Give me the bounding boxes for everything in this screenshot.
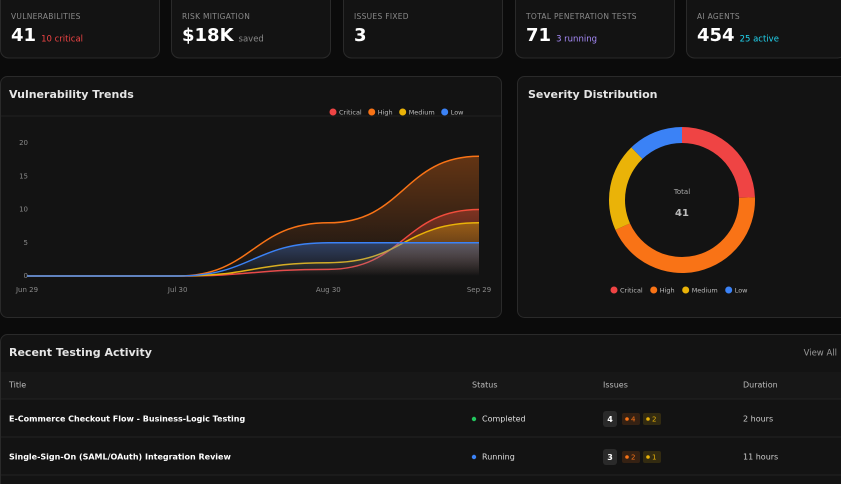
stat-note: 3 running bbox=[556, 35, 597, 45]
y-tick-label: 0 bbox=[24, 272, 28, 280]
stat-value: 41 bbox=[11, 25, 36, 46]
y-tick-label: 5 bbox=[24, 239, 28, 247]
stat-value: 454 bbox=[697, 25, 735, 46]
legend-swatch bbox=[399, 108, 407, 116]
donut-segment bbox=[682, 127, 755, 198]
panel-title: Recent Testing Activity bbox=[9, 346, 152, 359]
legend-swatch bbox=[650, 286, 658, 294]
center-label: Total bbox=[673, 188, 690, 196]
center-value: 41 bbox=[675, 208, 689, 219]
legend-label: High bbox=[378, 109, 393, 117]
donut-segment bbox=[631, 127, 682, 159]
duration: 11 hours bbox=[743, 453, 778, 462]
severity-panel bbox=[517, 76, 841, 318]
legend-label: High bbox=[660, 287, 675, 295]
panel-title: Vulnerability Trends bbox=[9, 88, 134, 101]
x-tick-label: Aug 30 bbox=[316, 286, 341, 294]
issue-count: 3 bbox=[607, 453, 613, 462]
stat-value: 71 bbox=[526, 25, 551, 46]
severity-count: 4 bbox=[631, 416, 636, 424]
severity-badge bbox=[643, 413, 661, 425]
column-header: Duration bbox=[743, 381, 778, 390]
severity-dot bbox=[646, 417, 650, 421]
x-tick-label: Sep 29 bbox=[467, 286, 491, 294]
row-title[interactable]: Single-Sign-On (SAML/OAuth) Integration … bbox=[9, 453, 231, 462]
legend-swatch bbox=[368, 108, 376, 116]
issue-count: 4 bbox=[607, 415, 613, 424]
legend-label: Medium bbox=[692, 287, 718, 295]
stat-label: AI AGENTS bbox=[697, 12, 740, 21]
severity-badge bbox=[622, 413, 640, 425]
legend-swatch bbox=[725, 286, 733, 294]
y-tick-label: 10 bbox=[19, 206, 28, 214]
stat-note: 25 active bbox=[740, 35, 779, 45]
stat-label: RISK MITIGATION bbox=[182, 12, 250, 21]
legend-label: Medium bbox=[409, 109, 435, 117]
legend-swatch bbox=[610, 286, 618, 294]
issue-count-badge bbox=[603, 411, 617, 427]
donut-segment bbox=[609, 147, 643, 230]
panel-title: Severity Distribution bbox=[528, 88, 658, 101]
stat-card bbox=[343, 0, 503, 59]
duration: 2 hours bbox=[743, 415, 773, 424]
severity-badge bbox=[643, 451, 661, 463]
stat-card bbox=[171, 0, 331, 59]
stat-label: VULNERABILITIES bbox=[11, 12, 81, 21]
status: Running bbox=[482, 453, 515, 462]
line bbox=[27, 241, 479, 277]
activity-panel bbox=[0, 334, 841, 484]
donut-segment bbox=[615, 197, 755, 274]
severity-dot bbox=[646, 455, 650, 459]
issue-count-badge bbox=[603, 449, 617, 465]
status-dot bbox=[471, 416, 477, 422]
stat-note: saved bbox=[239, 35, 264, 45]
x-tick-label: Jul 30 bbox=[167, 286, 188, 294]
legend-swatch bbox=[329, 108, 337, 116]
stat-label: ISSUES FIXED bbox=[354, 12, 409, 21]
row-title[interactable]: E-Commerce Checkout Flow - Business-Logi… bbox=[9, 415, 245, 424]
column-header: Status bbox=[472, 381, 498, 390]
stat-card bbox=[0, 0, 160, 59]
y-tick-label: 20 bbox=[19, 139, 28, 147]
legend-swatch bbox=[682, 286, 690, 294]
legend-label: Low bbox=[451, 109, 464, 117]
legend-label: Critical bbox=[339, 109, 362, 117]
stat-value: 3 bbox=[354, 25, 367, 46]
severity-count: 2 bbox=[652, 416, 656, 424]
severity-dot bbox=[625, 455, 629, 459]
view-all-link[interactable]: View All bbox=[804, 349, 837, 359]
stat-card bbox=[686, 0, 841, 59]
stat-card bbox=[515, 0, 675, 59]
legend-swatch bbox=[441, 108, 449, 116]
x-tick-label: Jun 29 bbox=[15, 286, 38, 294]
severity-count: 1 bbox=[652, 454, 656, 462]
table-header-band bbox=[1, 372, 841, 399]
severity-badge bbox=[622, 451, 640, 463]
stat-value: $18K bbox=[182, 25, 235, 46]
status: Completed bbox=[482, 415, 526, 424]
column-header: Issues bbox=[603, 381, 628, 390]
legend-label: Low bbox=[735, 287, 748, 295]
y-tick-label: 15 bbox=[19, 172, 28, 180]
severity-dot bbox=[625, 417, 629, 421]
stat-note: 10 critical bbox=[41, 35, 83, 45]
severity-count: 2 bbox=[631, 454, 635, 462]
column-header: Title bbox=[8, 381, 26, 390]
stat-label: TOTAL PENETRATION TESTS bbox=[525, 12, 637, 21]
legend-label: Critical bbox=[620, 287, 643, 295]
status-dot bbox=[471, 454, 477, 460]
